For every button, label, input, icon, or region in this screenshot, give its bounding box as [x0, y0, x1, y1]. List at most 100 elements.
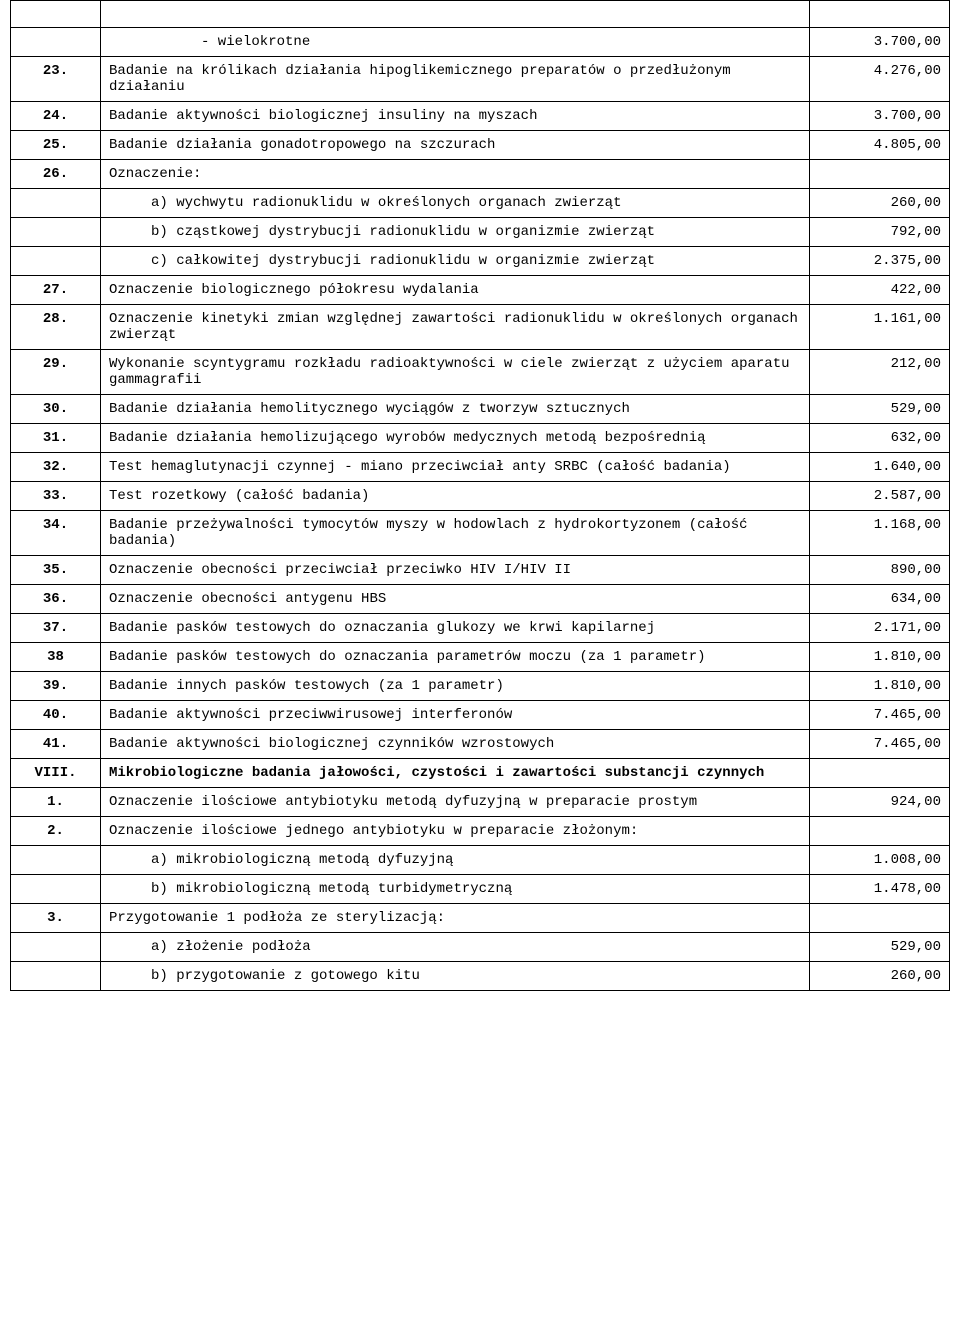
- row-description: Oznaczenie:: [101, 160, 810, 189]
- row-number: [11, 28, 101, 57]
- row-price: 260,00: [810, 189, 950, 218]
- header-cell-desc: [101, 1, 810, 28]
- table-row: c) całkowitej dystrybucji radionuklidu w…: [11, 247, 950, 276]
- row-price: 792,00: [810, 218, 950, 247]
- row-description: b) cząstkowej dystrybucji radionuklidu w…: [101, 218, 810, 247]
- row-number: 25.: [11, 131, 101, 160]
- row-number: [11, 189, 101, 218]
- price-table: - wielokrotne3.700,0023.Badanie na króli…: [10, 0, 950, 991]
- row-price: 422,00: [810, 276, 950, 305]
- row-price: 890,00: [810, 556, 950, 585]
- row-description: Oznaczenie obecności antygenu HBS: [101, 585, 810, 614]
- row-number: 3.: [11, 904, 101, 933]
- row-description: Oznaczenie obecności przeciwciał przeciw…: [101, 556, 810, 585]
- row-description: Badanie działania hemolitycznego wyciągó…: [101, 395, 810, 424]
- table-row: VIII.Mikrobiologiczne badania jałowości,…: [11, 759, 950, 788]
- row-description: Oznaczenie ilościowe jednego antybiotyku…: [101, 817, 810, 846]
- table-row: - wielokrotne3.700,00: [11, 28, 950, 57]
- row-number: 27.: [11, 276, 101, 305]
- row-number: 29.: [11, 350, 101, 395]
- row-number: [11, 962, 101, 991]
- row-description: Badanie aktywności biologicznej czynnikó…: [101, 730, 810, 759]
- row-description: Wykonanie scyntygramu rozkładu radioakty…: [101, 350, 810, 395]
- table-row: 31.Badanie działania hemolizującego wyro…: [11, 424, 950, 453]
- table-row: 27.Oznaczenie biologicznego półokresu wy…: [11, 276, 950, 305]
- table-row: 28.Oznaczenie kinetyki zmian względnej z…: [11, 305, 950, 350]
- row-number: 34.: [11, 511, 101, 556]
- row-number: [11, 218, 101, 247]
- row-description: b) przygotowanie z gotowego kitu: [101, 962, 810, 991]
- row-price: 1.161,00: [810, 305, 950, 350]
- row-number: 32.: [11, 453, 101, 482]
- row-number: 30.: [11, 395, 101, 424]
- row-description: Test hemaglutynacji czynnej - miano prze…: [101, 453, 810, 482]
- row-price: 4.276,00: [810, 57, 950, 102]
- row-price: 2.171,00: [810, 614, 950, 643]
- table-row: 35.Oznaczenie obecności przeciwciał prze…: [11, 556, 950, 585]
- row-price: 1.810,00: [810, 643, 950, 672]
- row-number: 37.: [11, 614, 101, 643]
- row-number: 33.: [11, 482, 101, 511]
- row-number: VIII.: [11, 759, 101, 788]
- row-description: Przygotowanie 1 podłoża ze sterylizacją:: [101, 904, 810, 933]
- row-price: 1.008,00: [810, 846, 950, 875]
- row-description: Badanie na królikach działania hipoglike…: [101, 57, 810, 102]
- table-row: 34.Badanie przeżywalności tymocytów mysz…: [11, 511, 950, 556]
- row-price: 634,00: [810, 585, 950, 614]
- row-description: - wielokrotne: [101, 28, 810, 57]
- table-row: 1.Oznaczenie ilościowe antybiotyku metod…: [11, 788, 950, 817]
- row-description: Badanie działania hemolizującego wyrobów…: [101, 424, 810, 453]
- row-description: c) całkowitej dystrybucji radionuklidu w…: [101, 247, 810, 276]
- table-row: 3.Przygotowanie 1 podłoża ze sterylizacj…: [11, 904, 950, 933]
- table-row: 24.Badanie aktywności biologicznej insul…: [11, 102, 950, 131]
- table-header-empty-row: [11, 1, 950, 28]
- row-price: [810, 904, 950, 933]
- row-description: Badanie pasków testowych do oznaczania p…: [101, 643, 810, 672]
- table-row: 36.Oznaczenie obecności antygenu HBS634,…: [11, 585, 950, 614]
- row-number: 26.: [11, 160, 101, 189]
- row-price: 212,00: [810, 350, 950, 395]
- row-number: 38: [11, 643, 101, 672]
- table-row: 33.Test rozetkowy (całość badania)2.587,…: [11, 482, 950, 511]
- row-number: [11, 846, 101, 875]
- row-price: 3.700,00: [810, 28, 950, 57]
- table-row: 23.Badanie na królikach działania hipogl…: [11, 57, 950, 102]
- table-row: a) wychwytu radionuklidu w określonych o…: [11, 189, 950, 218]
- row-description: Oznaczenie biologicznego półokresu wydal…: [101, 276, 810, 305]
- table-row: 29.Wykonanie scyntygramu rozkładu radioa…: [11, 350, 950, 395]
- table-row: b) cząstkowej dystrybucji radionuklidu w…: [11, 218, 950, 247]
- row-description: a) złożenie podłoża: [101, 933, 810, 962]
- price-table-body: - wielokrotne3.700,0023.Badanie na króli…: [11, 1, 950, 991]
- row-price: 1.478,00: [810, 875, 950, 904]
- row-description: Badanie działania gonadotropowego na szc…: [101, 131, 810, 160]
- row-description: a) wychwytu radionuklidu w określonych o…: [101, 189, 810, 218]
- row-number: 40.: [11, 701, 101, 730]
- row-price: 924,00: [810, 788, 950, 817]
- row-description: Oznaczenie kinetyki zmian względnej zawa…: [101, 305, 810, 350]
- row-number: [11, 247, 101, 276]
- table-row: 38Badanie pasków testowych do oznaczania…: [11, 643, 950, 672]
- table-row: 41.Badanie aktywności biologicznej czynn…: [11, 730, 950, 759]
- row-number: 35.: [11, 556, 101, 585]
- row-description: Test rozetkowy (całość badania): [101, 482, 810, 511]
- row-number: 2.: [11, 817, 101, 846]
- row-price: [810, 817, 950, 846]
- row-price: 1.168,00: [810, 511, 950, 556]
- row-price: 1.640,00: [810, 453, 950, 482]
- row-price: 529,00: [810, 395, 950, 424]
- row-number: 31.: [11, 424, 101, 453]
- row-number: 1.: [11, 788, 101, 817]
- table-row: a) złożenie podłoża529,00: [11, 933, 950, 962]
- row-price: [810, 759, 950, 788]
- row-number: 39.: [11, 672, 101, 701]
- table-row: b) przygotowanie z gotowego kitu260,00: [11, 962, 950, 991]
- row-description: Badanie innych pasków testowych (za 1 pa…: [101, 672, 810, 701]
- row-description: a) mikrobiologiczną metodą dyfuzyjną: [101, 846, 810, 875]
- table-row: 25.Badanie działania gonadotropowego na …: [11, 131, 950, 160]
- row-number: 41.: [11, 730, 101, 759]
- row-price: 3.700,00: [810, 102, 950, 131]
- row-price: 632,00: [810, 424, 950, 453]
- table-row: 2.Oznaczenie ilościowe jednego antybioty…: [11, 817, 950, 846]
- row-description: Oznaczenie ilościowe antybiotyku metodą …: [101, 788, 810, 817]
- row-description: Badanie aktywności biologicznej insuliny…: [101, 102, 810, 131]
